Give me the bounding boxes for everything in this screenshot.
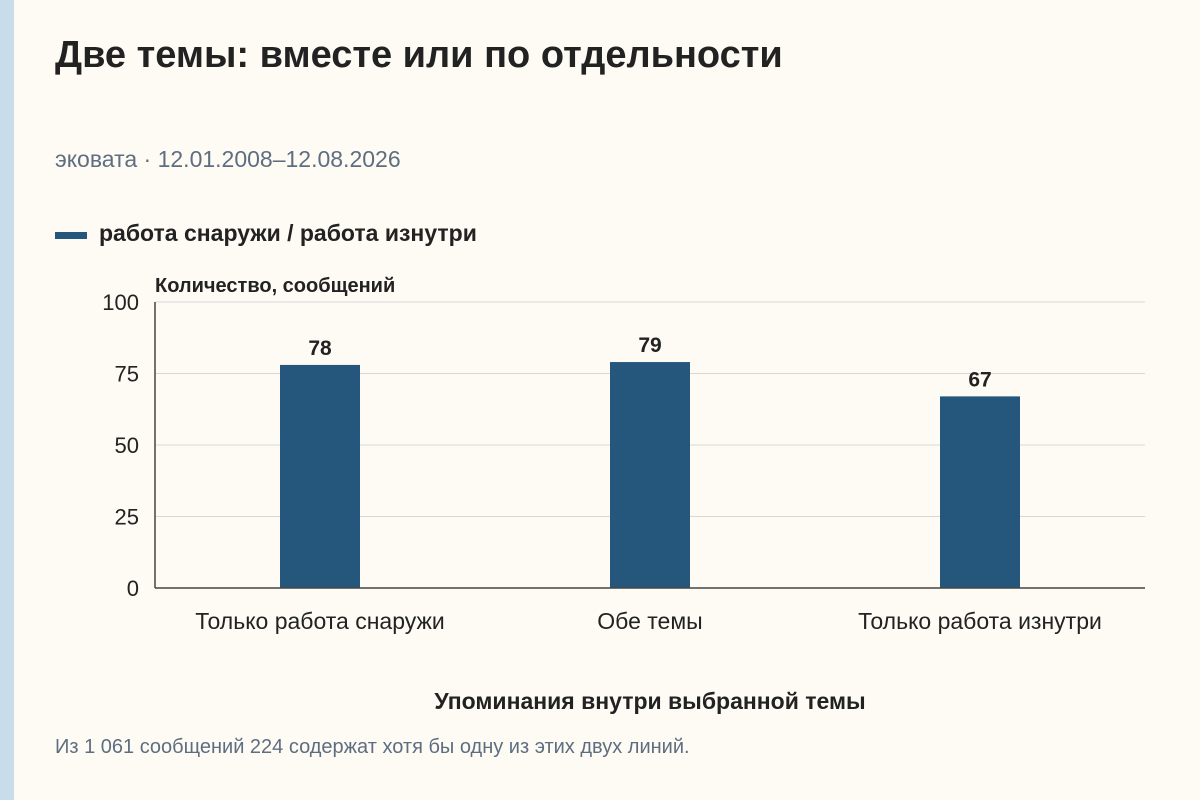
legend-label: работа снаружи / работа изнутри	[99, 220, 477, 246]
legend: работа снаружи / работа изнутри	[55, 220, 477, 247]
bar-3	[940, 396, 1020, 588]
bar-value-label-3: 67	[968, 368, 991, 391]
x-tick-label-1: Только работа снаружи	[195, 608, 444, 634]
bars	[280, 362, 1020, 588]
x-tick-label-2: Обе темы	[597, 608, 702, 634]
footnote: Из 1 061 сообщений 224 содержат хотя бы …	[55, 736, 690, 758]
bar-1	[280, 364, 360, 588]
axes	[154, 302, 1145, 589]
legend-swatch	[55, 232, 87, 239]
labels: 0 25 50 75 100 Количество, сообщений 78 Только …	[102, 275, 1102, 714]
y-tick-label-50: 50	[115, 433, 139, 458]
x-tick-label-3: Только работа изнутри	[858, 608, 1102, 634]
y-tick-label-25: 25	[115, 505, 139, 530]
chart-subtitle: эковата · 12.01.2008–12.08.2026	[55, 146, 401, 172]
bar-value-label-1: 78	[308, 337, 332, 360]
bar-2	[610, 362, 690, 588]
y-tick-label-100: 100	[102, 290, 139, 315]
bar-value-label-2: 79	[638, 334, 661, 357]
left-accent-bar	[0, 0, 14, 800]
x-axis-label: Упоминания внутри выбранной темы	[434, 688, 865, 714]
y-tick-label-75: 75	[115, 362, 139, 387]
y-axis-label: Количество, сообщений	[155, 275, 395, 297]
chart-title: Две темы: вместе или по отдельности	[55, 34, 783, 76]
y-tick-label-0: 0	[127, 576, 139, 601]
